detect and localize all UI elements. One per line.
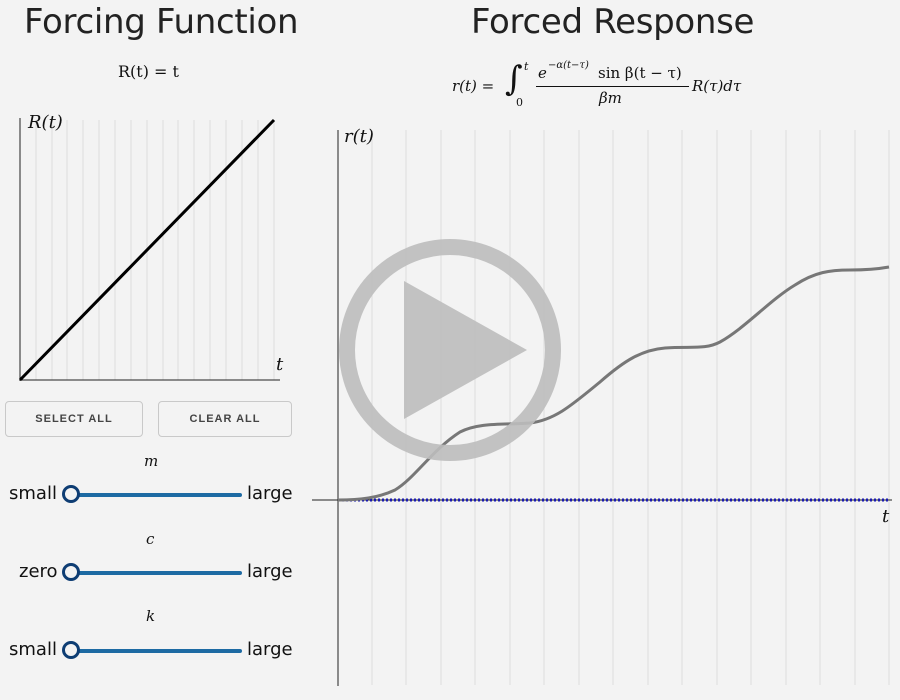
slider-m-thumb[interactable] bbox=[62, 485, 80, 503]
slider-c-label: c bbox=[146, 530, 155, 548]
slider-m-track[interactable] bbox=[72, 493, 242, 497]
slider-m-label: m bbox=[144, 452, 159, 470]
clear-all-button[interactable]: CLEAR ALL bbox=[158, 401, 292, 437]
forced-response-title: Forced Response bbox=[471, 2, 755, 42]
response-x-label: t bbox=[882, 506, 890, 527]
formula-numerator-sin: sin β(t − τ) bbox=[598, 64, 682, 82]
slider-m[interactable]: small large bbox=[0, 480, 300, 510]
integral-sign: ∫ bbox=[505, 59, 523, 99]
slider-k-label: k bbox=[146, 607, 156, 625]
forcing-x-label: t bbox=[276, 354, 284, 375]
forcing-function-title: Forcing Function bbox=[24, 2, 299, 42]
integral-lower: 0 bbox=[516, 96, 523, 109]
select-all-button[interactable]: SELECT ALL bbox=[5, 401, 143, 437]
slider-c-track[interactable] bbox=[72, 571, 242, 575]
forcing-y-label: R(t) bbox=[27, 112, 63, 133]
formula-exponent: −α(t−τ) bbox=[548, 60, 589, 71]
forcing-grid bbox=[35, 120, 275, 380]
forcing-line bbox=[18, 118, 276, 382]
slider-k-track[interactable] bbox=[72, 649, 242, 653]
response-formula: r(t) = ∫ t 0 e −α(t−τ) sin β(t − τ) βm R… bbox=[452, 60, 772, 112]
slider-m-max-label: large bbox=[247, 483, 293, 504]
slider-k[interactable]: small large bbox=[0, 636, 300, 666]
slider-c[interactable]: zero large bbox=[0, 558, 300, 588]
formula-denominator: βm bbox=[599, 89, 622, 107]
slider-c-thumb[interactable] bbox=[62, 563, 80, 581]
formula-tail: R(τ)dτ bbox=[692, 77, 742, 95]
slider-k-max-label: large bbox=[247, 639, 293, 660]
play-overlay[interactable] bbox=[339, 239, 561, 461]
integral-upper: t bbox=[524, 60, 529, 73]
slider-m-min-label: small bbox=[9, 483, 57, 504]
slider-k-thumb[interactable] bbox=[62, 641, 80, 659]
slider-c-min-label: zero bbox=[19, 561, 58, 582]
play-ring bbox=[339, 239, 561, 461]
fraction-bar bbox=[536, 86, 689, 87]
response-grid bbox=[371, 130, 890, 685]
response-curve bbox=[337, 265, 890, 502]
forcing-graph: R(t) t bbox=[18, 112, 284, 382]
formula-lhs: r(t) = bbox=[452, 77, 495, 95]
play-icon bbox=[404, 281, 527, 419]
forcing-formula: R(t) = t bbox=[118, 62, 179, 81]
slider-k-min-label: small bbox=[9, 639, 57, 660]
response-y-label: r(t) bbox=[344, 126, 374, 147]
slider-c-max-label: large bbox=[247, 561, 293, 582]
formula-numerator-e: e bbox=[538, 64, 547, 82]
